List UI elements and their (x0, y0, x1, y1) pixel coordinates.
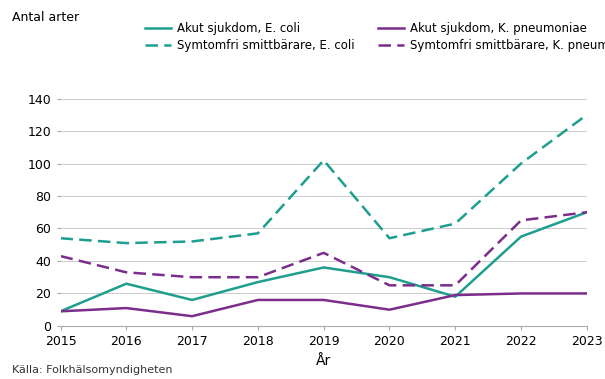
Legend: Akut sjukdom, E. coli, Symtomfri smittbärare, E. coli, Akut sjukdom, K. pneumoni: Akut sjukdom, E. coli, Symtomfri smittbä… (145, 22, 605, 52)
Text: Källa: Folkhälsomyndigheten: Källa: Folkhälsomyndigheten (12, 365, 172, 375)
Text: Antal arter: Antal arter (12, 11, 79, 24)
X-axis label: År: År (316, 354, 332, 368)
